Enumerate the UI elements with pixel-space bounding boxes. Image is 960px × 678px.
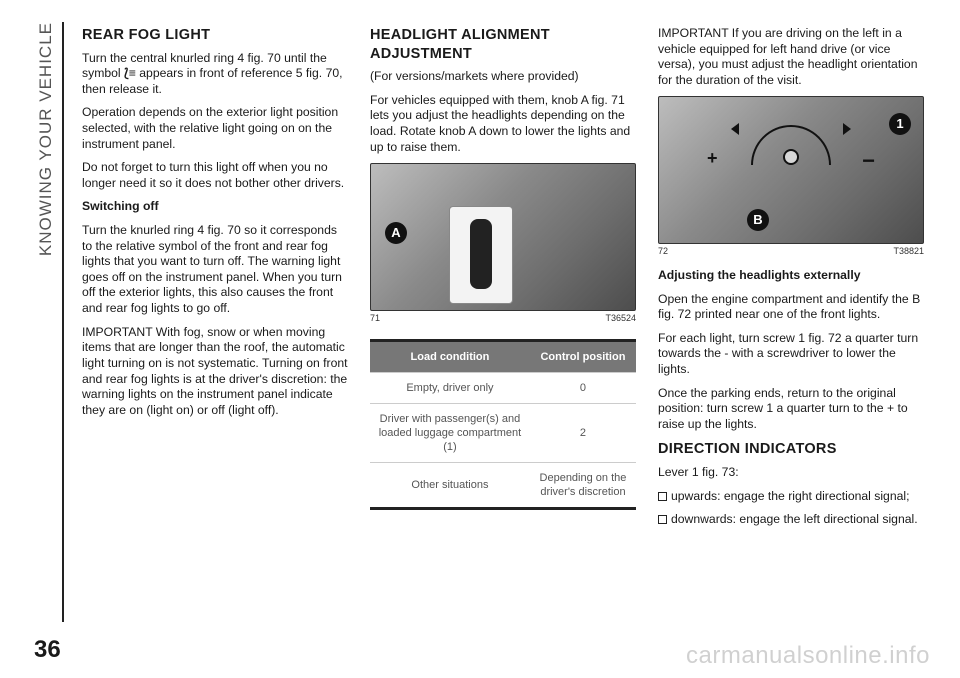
figure-72-arrow-right-icon xyxy=(843,123,851,135)
heading-headlight-alignment: HEADLIGHT ALIGNMENT ADJUSTMENT xyxy=(370,26,636,63)
figure-72-center xyxy=(783,149,799,165)
table-cell: Driver with passenger(s) and loaded lugg… xyxy=(370,403,530,462)
paragraph: Turn the central knurled ring 4 fig. 70 … xyxy=(82,51,348,98)
table-cell: Empty, driver only xyxy=(370,372,530,403)
paragraph: For vehicles equipped with them, knob A … xyxy=(370,93,636,155)
table-cell: 2 xyxy=(530,403,636,462)
paragraph: (For versions/markets where provided) xyxy=(370,69,636,85)
figure-72-callout-b: B xyxy=(747,209,769,231)
paragraph: Once the parking ends, return to the ori… xyxy=(658,386,924,433)
figure-code: T36524 xyxy=(605,313,636,325)
figure-71-callout-a: A xyxy=(385,222,407,244)
heading-direction-indicators: DIRECTION INDICATORS xyxy=(658,440,924,459)
section-tab: KNOWING YOUR VEHICLE xyxy=(36,22,56,256)
table-header: Control position xyxy=(530,340,636,372)
heading-rear-fog-light: REAR FOG LIGHT xyxy=(82,26,348,45)
paragraph: IMPORTANT With fog, snow or when moving … xyxy=(82,325,348,419)
paragraph: Open the engine compartment and identify… xyxy=(658,292,924,323)
paragraph: IMPORTANT If you are driving on the left… xyxy=(658,26,924,88)
load-condition-table: Load condition Control position Empty, d… xyxy=(370,339,636,511)
paragraph: Operation depends on the exterior light … xyxy=(82,105,348,152)
column-3: IMPORTANT If you are driving on the left… xyxy=(658,26,924,618)
paragraph: upwards: engage the right directional si… xyxy=(658,489,924,505)
figure-72-arrow-left-icon xyxy=(731,123,739,135)
table-cell: 0 xyxy=(530,372,636,403)
paragraph: downwards: engage the left directional s… xyxy=(658,512,924,528)
paragraph: Lever 1 fig. 73: xyxy=(658,465,924,481)
column-2: HEADLIGHT ALIGNMENT ADJUSTMENT (For vers… xyxy=(370,26,636,618)
bullet-box-icon xyxy=(658,492,667,501)
table-cell: Depending on the driver's discretion xyxy=(530,463,636,509)
table-row: Other situations Depending on the driver… xyxy=(370,463,636,509)
table-row: Empty, driver only 0 xyxy=(370,372,636,403)
section-tab-line xyxy=(62,22,64,622)
paragraph: Do not forget to turn this light off whe… xyxy=(82,160,348,191)
paragraph: Turn the knurled ring 4 fig. 70 so it co… xyxy=(82,223,348,317)
bullet-box-icon xyxy=(658,515,667,524)
text: downwards: engage the left directional s… xyxy=(671,512,918,526)
figure-number: 71 xyxy=(370,313,380,325)
columns-container: REAR FOG LIGHT Turn the central knurled … xyxy=(82,26,924,618)
figure-71: A xyxy=(370,163,636,311)
figure-72-plus-icon: + xyxy=(707,147,718,170)
text: Switching off xyxy=(82,199,159,213)
watermark: carmanualsonline.info xyxy=(686,642,930,670)
figure-code: T38821 xyxy=(893,246,924,258)
figure-72-callout-1: 1 xyxy=(889,113,911,135)
figure-71-inset xyxy=(449,206,513,304)
paragraph: For each light, turn screw 1 fig. 72 a q… xyxy=(658,331,924,378)
table-header: Load condition xyxy=(370,340,530,372)
column-1: REAR FOG LIGHT Turn the central knurled … xyxy=(82,26,348,618)
table-cell: Other situations xyxy=(370,463,530,509)
figure-number: 72 xyxy=(658,246,668,258)
rear-fog-symbol-icon: ⟅≡ xyxy=(124,66,136,80)
subheading-adjusting-externally: Adjusting the headlights externally xyxy=(658,268,924,284)
figure-72-minus-icon: − xyxy=(862,147,875,175)
figure-71-caption: 71 T36524 xyxy=(370,313,636,325)
table-header-row: Load condition Control position xyxy=(370,340,636,372)
page-number: 36 xyxy=(34,636,61,664)
text: upwards: engage the right directional si… xyxy=(671,489,909,503)
manual-page: KNOWING YOUR VEHICLE REAR FOG LIGHT Turn… xyxy=(0,0,960,678)
figure-72-caption: 72 T38821 xyxy=(658,246,924,258)
text: Adjusting the headlights externally xyxy=(658,268,860,282)
figure-72: + − 1 B xyxy=(658,96,924,244)
subheading-switching-off: Switching off xyxy=(82,199,348,215)
table-row: Driver with passenger(s) and loaded lugg… xyxy=(370,403,636,462)
